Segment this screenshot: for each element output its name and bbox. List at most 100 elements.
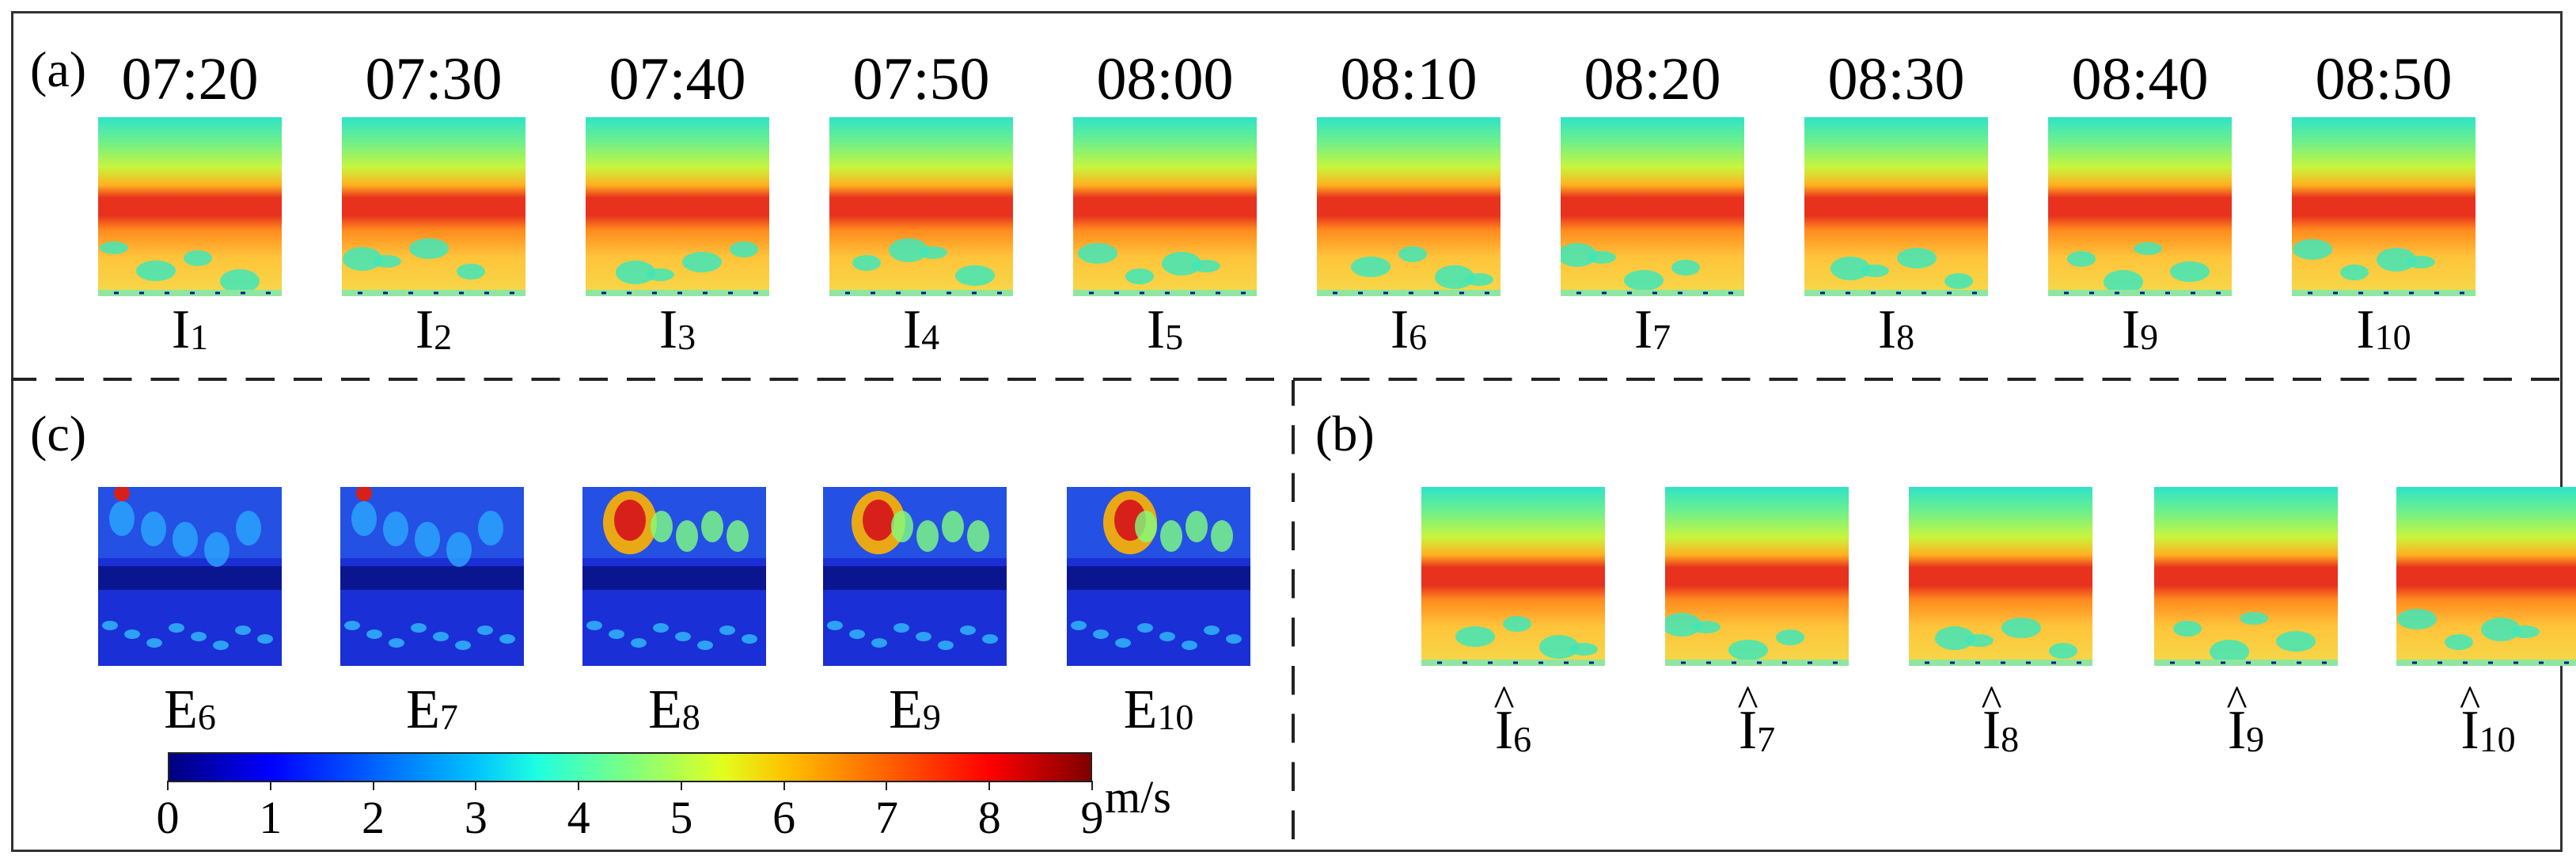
colorbar-tick-mark bbox=[680, 781, 682, 790]
label-subscript: 10 bbox=[2374, 317, 2411, 357]
colorbar-tick-label: 5 bbox=[670, 792, 693, 843]
colorbar bbox=[168, 752, 1092, 782]
error-label: E6 bbox=[95, 683, 285, 738]
label-subscript: 9 bbox=[2140, 317, 2159, 357]
label-subscript: 8 bbox=[681, 697, 700, 737]
label-base: E bbox=[648, 679, 682, 740]
predicted-map bbox=[1909, 487, 2092, 666]
label-base: I bbox=[1633, 299, 1653, 360]
hat-accent: ^ bbox=[2226, 677, 2248, 726]
label-base: ^ I bbox=[2226, 677, 2248, 761]
panel-label-b: (b) bbox=[1315, 405, 1375, 462]
time-label: 07:30 bbox=[365, 46, 503, 112]
vertical-divider bbox=[1292, 380, 1295, 852]
image-label: I2 bbox=[339, 302, 529, 358]
error-map bbox=[340, 487, 524, 666]
colorbar-tick-mark bbox=[886, 781, 888, 790]
colorbar-tick-mark bbox=[578, 781, 580, 790]
image-label: I8 bbox=[1801, 302, 1991, 358]
image-label: I9 bbox=[2045, 302, 2235, 358]
predicted-map bbox=[2396, 487, 2576, 666]
error-label: E7 bbox=[337, 683, 527, 738]
label-base: E bbox=[406, 679, 440, 740]
label-base: I bbox=[1146, 299, 1166, 360]
colorbar-tick-label: 8 bbox=[977, 792, 1001, 843]
colorbar-tick-mark bbox=[269, 781, 271, 790]
label-subscript: 9 bbox=[922, 697, 941, 737]
colorbar-tick-label: 4 bbox=[567, 792, 590, 843]
hat-accent: ^ bbox=[1737, 677, 1758, 726]
hat-accent: ^ bbox=[1981, 677, 2002, 726]
image-label: I10 bbox=[2289, 302, 2479, 358]
predicted-map bbox=[1665, 487, 1849, 666]
label-subscript: 5 bbox=[1165, 317, 1184, 357]
error-map bbox=[823, 487, 1007, 666]
label-subscript: 10 bbox=[2479, 719, 2516, 759]
label-base: ^ I bbox=[1493, 677, 1515, 761]
wind-speed-map bbox=[2292, 117, 2475, 296]
wind-speed-map bbox=[98, 117, 282, 296]
label-base: E bbox=[164, 679, 198, 740]
hat-accent: ^ bbox=[1493, 677, 1515, 726]
label-base: I bbox=[902, 299, 922, 360]
predicted-label: ^ I10 bbox=[2393, 677, 2576, 761]
time-label: 08:20 bbox=[1584, 46, 1721, 112]
image-label: I4 bbox=[826, 302, 1016, 358]
label-base: ^ I bbox=[2459, 677, 2481, 761]
colorbar-tick-label: 1 bbox=[259, 792, 283, 843]
label-base: I bbox=[2356, 299, 2375, 360]
wind-speed-map bbox=[342, 117, 525, 296]
panel-label-a: (a) bbox=[30, 41, 87, 97]
label-subscript: 7 bbox=[1757, 719, 1776, 759]
predicted-map bbox=[2154, 487, 2338, 666]
time-label: 08:50 bbox=[2315, 46, 2453, 112]
wind-speed-map bbox=[1561, 117, 1744, 296]
predicted-map bbox=[1421, 487, 1605, 666]
label-base: E bbox=[1123, 679, 1158, 740]
error-map bbox=[1067, 487, 1250, 666]
error-label: E9 bbox=[820, 683, 1010, 738]
time-label: 08:30 bbox=[1827, 46, 1965, 112]
predicted-label: ^ I7 bbox=[1662, 679, 1852, 759]
image-label: I3 bbox=[582, 302, 772, 358]
label-subscript: 4 bbox=[921, 317, 940, 357]
wind-speed-map bbox=[586, 117, 769, 296]
error-label: E10 bbox=[1064, 683, 1254, 738]
colorbar-tick-mark bbox=[372, 781, 374, 790]
wind-speed-map bbox=[1073, 117, 1257, 296]
label-subscript: 7 bbox=[439, 697, 458, 737]
predicted-label: ^ I6 bbox=[1418, 677, 1608, 761]
time-label: 07:20 bbox=[121, 46, 259, 112]
panel-label-c: (c) bbox=[30, 405, 87, 462]
label-subscript: 6 bbox=[1409, 317, 1428, 357]
label-subscript: 9 bbox=[2246, 719, 2265, 759]
error-map bbox=[98, 487, 282, 666]
label-base: E bbox=[889, 679, 923, 740]
image-label: I1 bbox=[95, 302, 285, 358]
colorbar-tick-label: 0 bbox=[156, 792, 180, 843]
label-subscript: 3 bbox=[677, 317, 696, 357]
error-map bbox=[582, 487, 766, 666]
wind-speed-map bbox=[2048, 117, 2232, 296]
label-base: I bbox=[658, 299, 678, 360]
label-subscript: 2 bbox=[434, 317, 453, 357]
label-subscript: 1 bbox=[190, 317, 209, 357]
colorbar-tick-mark bbox=[475, 781, 477, 790]
image-label: I6 bbox=[1314, 302, 1504, 358]
colorbar-tick-mark bbox=[783, 781, 785, 790]
label-base: I bbox=[1390, 299, 1409, 360]
colorbar-tick-label: 2 bbox=[362, 792, 385, 843]
predicted-label: ^ I9 bbox=[2151, 677, 2341, 761]
predicted-label: ^ I8 bbox=[1906, 679, 2096, 759]
colorbar-tick-label: 3 bbox=[464, 792, 488, 843]
label-base: I bbox=[415, 299, 434, 360]
label-base: I bbox=[2121, 299, 2141, 360]
hat-accent: ^ bbox=[2459, 677, 2481, 726]
time-label: 08:10 bbox=[1340, 46, 1478, 112]
time-label: 08:00 bbox=[1096, 46, 1234, 112]
colorbar-ticks bbox=[167, 781, 1093, 792]
image-label: I7 bbox=[1557, 302, 1747, 358]
figure-frame bbox=[11, 11, 2563, 852]
colorbar-tick-label: 7 bbox=[874, 792, 898, 843]
